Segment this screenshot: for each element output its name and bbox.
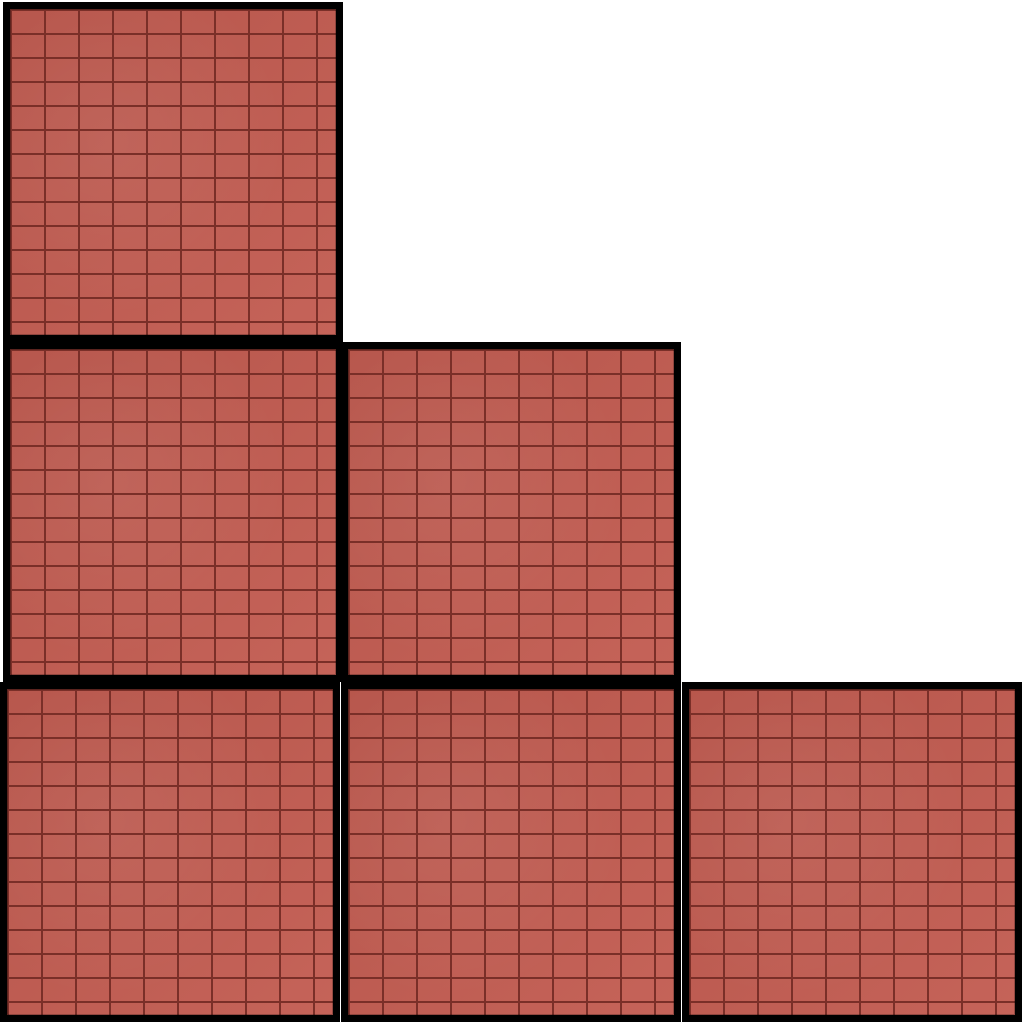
brick-block-row3-col1 [0,682,340,1022]
brick-block-row2-col1 [3,342,343,682]
brick-block-row3-col3 [682,682,1022,1022]
brick-block-row2-col2 [341,342,681,682]
brick-block-row1-col1 [3,2,343,342]
brick-block-row3-col2 [341,682,681,1022]
